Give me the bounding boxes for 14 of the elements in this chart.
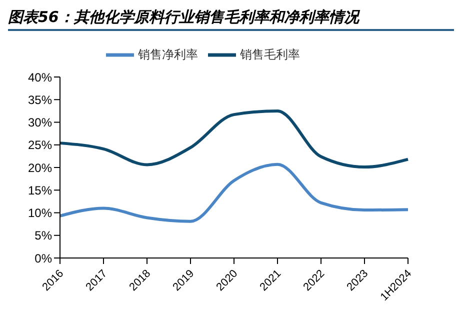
y-tick-label: 10% xyxy=(28,206,52,220)
y-tick-label: 0% xyxy=(34,251,52,266)
y-tick-label: 25% xyxy=(28,138,52,152)
y-tick-label: 35% xyxy=(28,92,52,107)
y-tick-label: 30% xyxy=(28,116,52,130)
y-tick-label: 20% xyxy=(28,160,52,175)
legend-label: 销售毛利率 xyxy=(240,47,300,62)
y-tick-label: 5% xyxy=(34,228,52,243)
line-series xyxy=(58,109,410,169)
y-tick-label: 15% xyxy=(28,183,52,198)
line-series xyxy=(58,162,410,223)
chart-title: 图表56：其他化学原料行业销售毛利率和净利率情况 xyxy=(8,8,454,31)
y-tick-label: 40% xyxy=(28,70,52,84)
legend-label: 销售净利率 xyxy=(138,47,198,62)
